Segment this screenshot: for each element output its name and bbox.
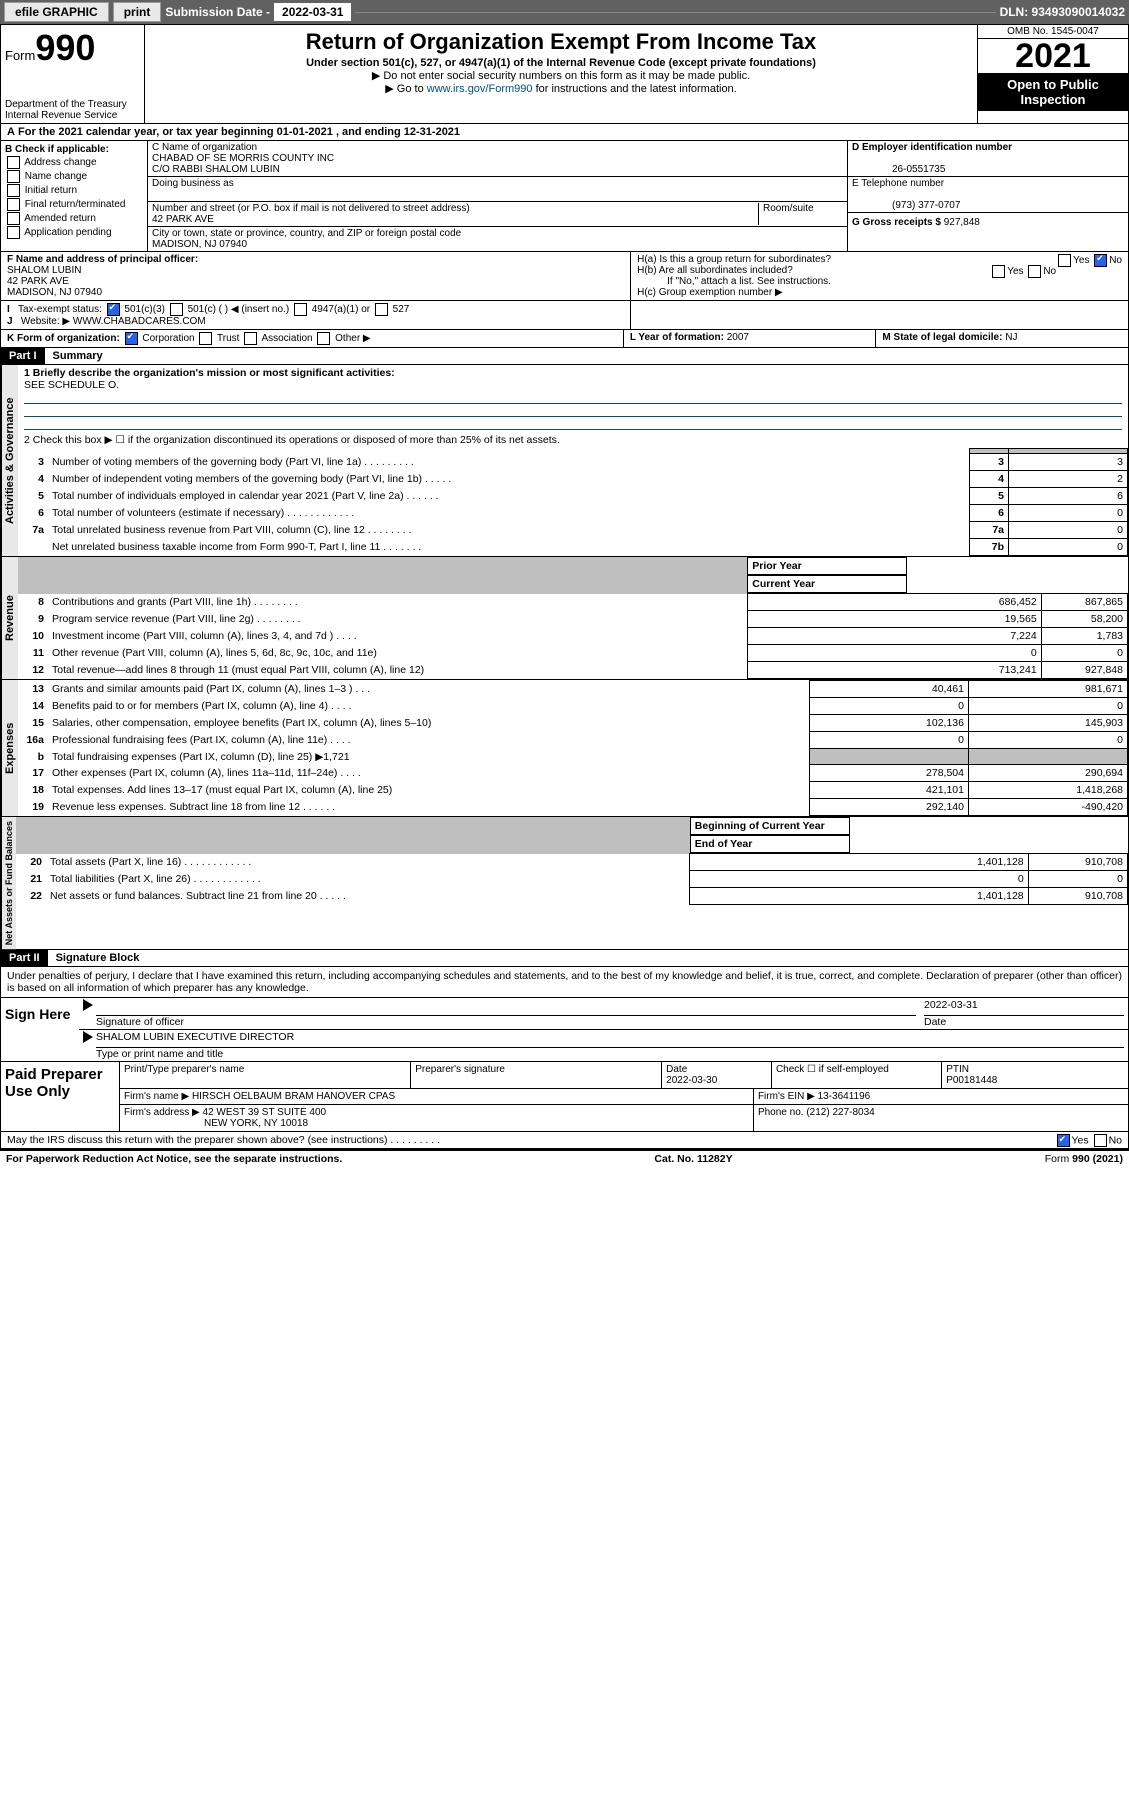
form-id-box: Form990 Department of the Treasury Inter…: [1, 25, 145, 123]
expenses-table: 13Grants and similar amounts paid (Part …: [18, 680, 1128, 816]
form-title: Return of Organization Exempt From Incom…: [149, 29, 973, 55]
vtab-governance: Activities & Governance: [1, 365, 18, 556]
group-return-box: H(a) Is this a group return for subordin…: [631, 252, 1128, 300]
tax-status: I Tax-exempt status: 501(c)(3) 501(c) ( …: [1, 301, 631, 329]
omb-box: OMB No. 1545-0047 2021 Open to Public In…: [977, 25, 1128, 123]
submission-label: Submission Date -: [165, 5, 270, 19]
revenue-table: Prior YearCurrent Year8Contributions and…: [18, 557, 1128, 679]
form-title-box: Return of Organization Exempt From Incom…: [145, 25, 977, 123]
officer-box: F Name and address of principal officer:…: [1, 252, 631, 300]
vtab-expenses: Expenses: [1, 680, 18, 816]
paid-preparer: Paid Preparer Use Only Print/Type prepar…: [1, 1061, 1128, 1132]
may-discuss: May the IRS discuss this return with the…: [1, 1132, 1128, 1150]
form-of-org: K Form of organization: Corporation Trus…: [1, 330, 624, 347]
mission-block: 1 Briefly describe the organization's mi…: [18, 365, 1128, 432]
net-table: Beginning of Current YearEnd of Year20To…: [16, 817, 1128, 905]
state-domicile: M State of legal domicile: NJ: [876, 330, 1128, 347]
instructions-link[interactable]: www.irs.gov/Form990: [427, 83, 533, 95]
governance-table: 3Number of voting members of the governi…: [18, 448, 1128, 556]
vtab-revenue: Revenue: [1, 557, 18, 679]
ein-box: D Employer identification number26-05517…: [847, 141, 1128, 251]
part1-header: Part I: [1, 348, 45, 364]
efile-button[interactable]: efile GRAPHIC: [4, 2, 109, 22]
sign-here: Sign Here: [1, 998, 79, 1061]
declaration: Under penalties of perjury, I declare th…: [1, 967, 1128, 997]
year-formation: L Year of formation: 2007: [624, 330, 877, 347]
top-toolbar: efile GRAPHIC print Submission Date - 20…: [0, 0, 1129, 24]
submission-date: 2022-03-31: [274, 3, 351, 21]
vtab-net: Net Assets or Fund Balances: [1, 817, 16, 949]
print-button[interactable]: print: [113, 2, 162, 22]
check-if-applicable: B Check if applicable: Address change Na…: [1, 141, 148, 251]
part2-header: Part II: [1, 950, 48, 966]
dln: DLN: 93493090014032: [1000, 5, 1125, 19]
org-info: C Name of organization CHABAD OF SE MORR…: [148, 141, 847, 251]
form-main: Form990 Department of the Treasury Inter…: [0, 24, 1129, 1151]
page-footer: For Paperwork Reduction Act Notice, see …: [0, 1151, 1129, 1167]
tax-period: A For the 2021 calendar year, or tax yea…: [1, 124, 1128, 141]
